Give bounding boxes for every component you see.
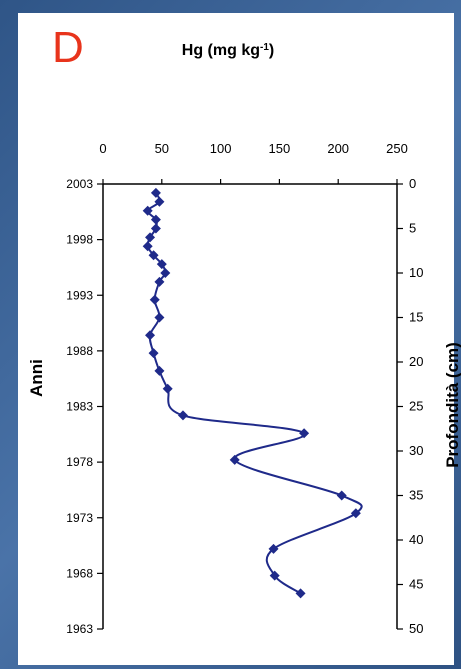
x-tick-label: 100 [210,141,232,156]
data-point-marker [145,330,156,341]
depth-tick-label: 45 [409,577,423,592]
year-tick-label: 1988 [66,344,93,358]
year-tick-label: 1983 [66,400,93,414]
series-points [142,187,361,599]
data-point-marker [269,570,280,581]
depth-tick-label: 40 [409,532,423,547]
year-tick-label: 1998 [66,233,93,247]
depth-tick-label: 30 [409,443,423,458]
depth-axis-ticks: 0 5 10 15 20 25 30 35 40 45 50 [397,176,423,636]
data-point-marker [142,241,153,252]
data-point-marker [154,312,165,323]
year-tick-label: 2003 [66,177,93,191]
data-point-marker [299,428,310,439]
depth-tick-label: 20 [409,354,423,369]
depth-tick-label: 10 [409,265,423,280]
data-point-marker [177,410,188,421]
data-point-marker [149,294,160,305]
x-tick-label: 150 [269,141,291,156]
axes [102,183,398,629]
depth-tick-label: 0 [409,176,416,191]
depth-tick-label: 50 [409,621,423,636]
data-point-marker [160,268,171,278]
data-point-marker [350,508,361,519]
data-point-marker [295,588,306,599]
data-point-marker [148,250,159,261]
data-point-marker [154,365,165,376]
x-axis-ticks: 0 50 100 150 200 250 [99,141,408,184]
year-tick-label: 1993 [66,288,93,302]
depth-tick-label: 15 [409,310,423,325]
data-point-marker [162,383,173,394]
y-axis-label-years: Anni [27,359,46,397]
year-tick-label: 1968 [66,566,93,580]
depth-tick-label: 35 [409,488,423,503]
data-point-marker [154,196,165,207]
x-tick-label: 50 [155,141,169,156]
year-axis-ticks: 2003 1998 1993 1988 1983 1978 1973 1968 1963 [66,177,103,636]
data-point-marker [336,490,347,501]
series-line [146,192,363,595]
data-point-marker [145,232,156,243]
data-point-marker [156,259,167,270]
data-point-marker [150,223,161,234]
year-tick-label: 1978 [66,455,93,469]
data-point-marker [229,454,240,465]
data-point-marker [148,348,159,359]
x-tick-label: 200 [327,141,349,156]
chart-title: Hg (mg kg-1) [182,42,274,60]
chart-panel [18,13,454,665]
y-axis-label-depth: Profondità (cm) [443,342,461,468]
data-point-marker [142,205,153,216]
data-point-marker [150,214,161,225]
data-point-marker [268,543,279,554]
depth-tick-label: 25 [409,399,423,414]
depth-tick-label: 5 [409,221,416,236]
year-tick-label: 1963 [66,622,93,636]
data-point-marker [150,187,161,198]
x-tick-label: 0 [99,141,106,156]
year-tick-label: 1973 [66,511,93,525]
panel-letter: D [52,23,84,72]
data-point-marker [154,276,165,287]
x-tick-label: 250 [386,141,408,156]
